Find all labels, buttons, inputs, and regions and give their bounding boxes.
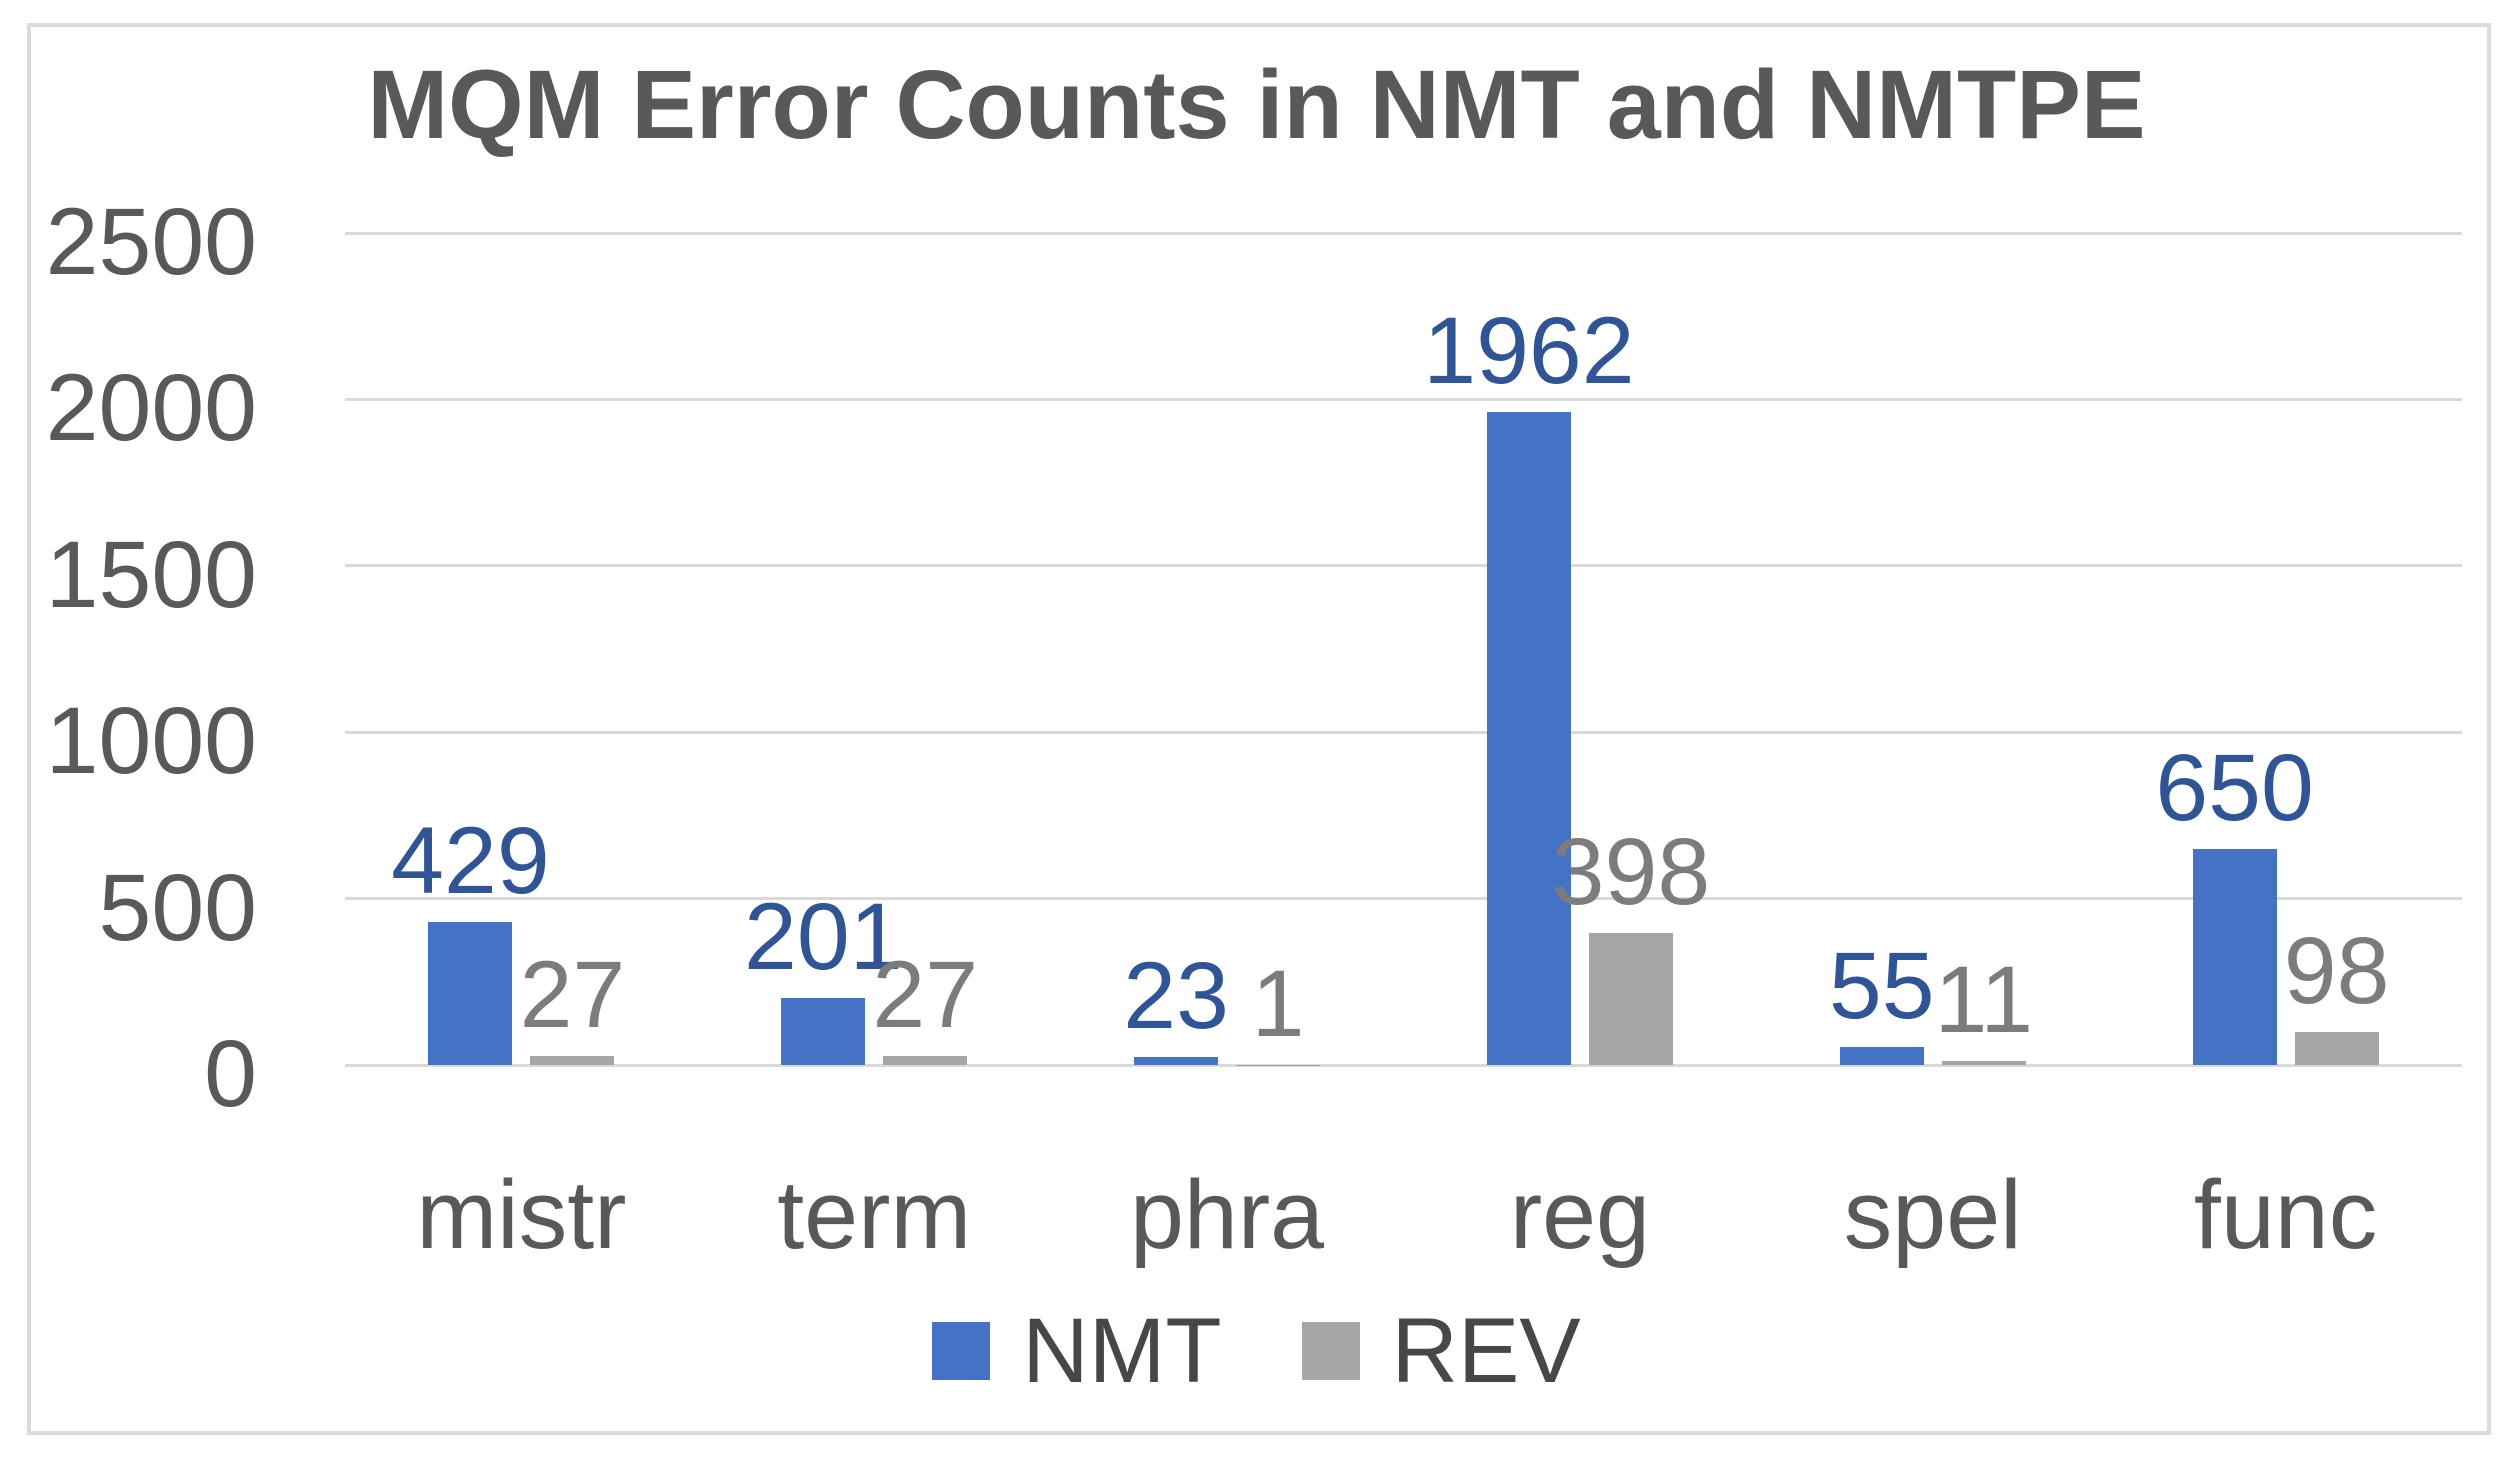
- bar-nmt-reg: [1486, 412, 1571, 1065]
- chart-border-frame: [27, 23, 2491, 1435]
- data-label-rev-mistr: 27: [519, 942, 626, 1049]
- bar-nmt-mistr: [428, 922, 513, 1065]
- x-tick-label-mistr: mistr: [416, 1160, 627, 1269]
- bar-rev-term: [883, 1056, 968, 1065]
- data-label-nmt-phra: 23: [1123, 943, 1229, 1050]
- legend-swatch-nmt-icon: [932, 1322, 991, 1380]
- data-label-rev-reg: 398: [1551, 818, 1711, 925]
- legend-item-nmt: NMT: [932, 1300, 1222, 1402]
- category-spel: 55 11 spel: [1756, 233, 2109, 1269]
- data-label-nmt-mistr: 429: [391, 808, 550, 915]
- chart-title: MQM Error Counts in NMT and NMTPE: [367, 50, 2146, 159]
- data-label-nmt-reg: 1962: [1423, 298, 1635, 405]
- bar-rev-func: [2294, 1032, 2379, 1065]
- legend: NMT REV: [0, 1305, 2513, 1397]
- bar-rev-spel: [1941, 1061, 2026, 1065]
- gridline-1500: [345, 564, 2462, 568]
- data-label-rev-spel: 11: [1934, 947, 2034, 1054]
- legend-label-rev: REV: [1391, 1300, 1581, 1402]
- gridline-2000: [345, 397, 2462, 401]
- y-tick-label-1500: 1500: [45, 521, 257, 628]
- gridline-0: [345, 1063, 2462, 1067]
- x-tick-label-spel: spel: [1843, 1160, 2022, 1269]
- category-mistr: 429 27 mistr: [345, 233, 698, 1269]
- y-tick-label-1000: 1000: [45, 688, 257, 795]
- data-label-rev-term: 27: [872, 942, 979, 1049]
- category-term: 201 27 term: [698, 233, 1051, 1269]
- gridline-1000: [345, 730, 2462, 734]
- x-tick-label-reg: reg: [1509, 1160, 1651, 1269]
- data-label-nmt-spel: 55: [1828, 932, 1935, 1039]
- bar-nmt-term: [781, 998, 866, 1065]
- x-tick-label-phra: phra: [1129, 1160, 1325, 1269]
- data-label-nmt-term: 201: [743, 884, 903, 991]
- gridline-2500: [345, 231, 2462, 235]
- bar-rev-mistr: [530, 1056, 615, 1065]
- legend-label-nmt: NMT: [1022, 1300, 1222, 1402]
- legend-swatch-rev-icon: [1301, 1322, 1360, 1380]
- y-tick-label-500: 500: [98, 854, 257, 961]
- category-reg: 1962 398 reg: [1404, 233, 1757, 1269]
- plot-area: 0 500 1000 1500 2000 2500 429 27 mistr 201 27 term 2…: [46, 195, 2462, 1269]
- data-label-rev-func: 98: [2283, 918, 2390, 1025]
- bar-nmt-phra: [1134, 1057, 1219, 1065]
- bar-nmt-spel: [1839, 1046, 1924, 1065]
- x-tick-label-term: term: [777, 1160, 972, 1269]
- y-tick-label-2000: 2000: [45, 355, 257, 462]
- y-tick-label-2500: 2500: [45, 189, 257, 295]
- category-phra: 23 1 phra: [1051, 233, 1404, 1269]
- data-label-rev-phra: 1: [1251, 950, 1305, 1057]
- gridline-500: [345, 897, 2462, 901]
- data-label-nmt-func: 650: [2155, 734, 2314, 841]
- x-tick-label-func: func: [2193, 1160, 2378, 1269]
- bar-rev-reg: [1588, 932, 1673, 1065]
- y-tick-label-0: 0: [204, 1021, 257, 1127]
- bar-nmt-func: [2192, 848, 2277, 1065]
- legend-item-rev: REV: [1301, 1300, 1581, 1402]
- category-func: 650 98 func: [2109, 233, 2462, 1269]
